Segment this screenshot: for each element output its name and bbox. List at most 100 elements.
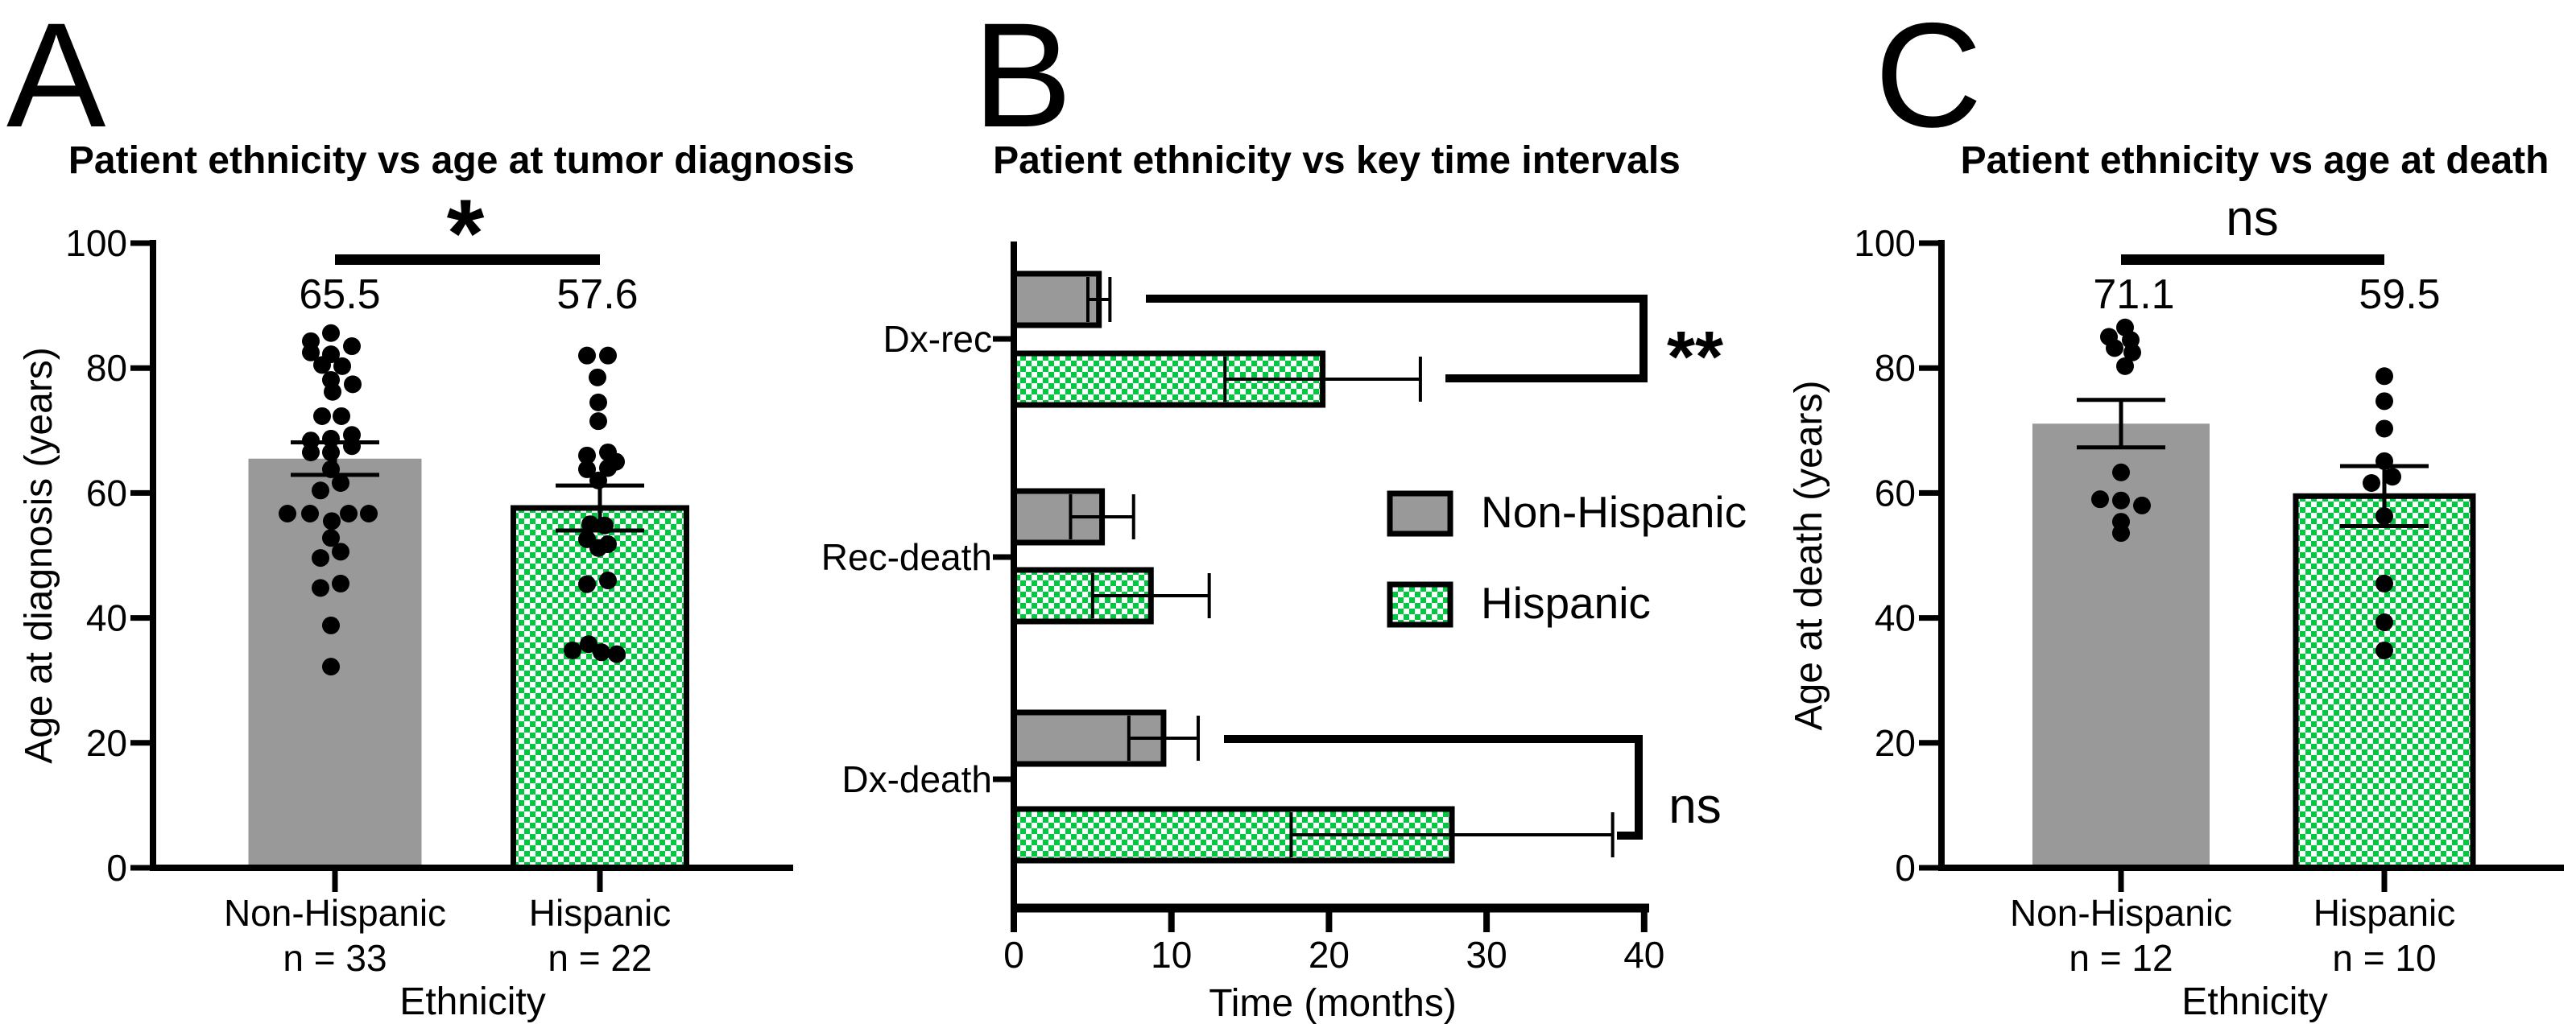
panel-a-data-point [599,572,617,590]
panel-b-sig-bracket-dx-rec [1146,295,1648,382]
panel-c-x-axis-title: Ethnicity [2181,981,2327,1023]
panel-c-letter: C [1875,0,1983,159]
panel-a-letter: A [6,0,106,159]
panel-a-category-label: Non-Hispanic [224,892,446,934]
panel-a-data-point [589,393,607,411]
panel-c-y-tick-label: 0 [1895,847,1916,889]
panel-c-data-point [2133,496,2151,514]
panel-b-category-label: Dx-death [841,758,992,800]
panel-a-data-point [333,407,350,425]
panel-a-data-point [343,337,361,356]
panel-c-bar-hispanic [2293,493,2476,871]
panel-b-sig-label-dx-death: ns [1668,778,1721,834]
panel-b-bar-non-hispanic-dx-rec [1011,270,1102,328]
panel-b-x-tick-label: 20 [1309,934,1350,976]
panel-a-data-point [313,356,331,374]
panel-c-data-point [2375,367,2393,386]
panel-a-data-point [578,446,596,464]
panel-a-mean-label: 65.5 [299,271,380,318]
panel-a-y-axis-title: Age at diagnosis (years) [18,347,60,764]
panel-b-letter: B [973,0,1073,159]
panel-a-data-point [599,459,617,477]
panel-c-data-point [2384,468,2401,486]
panel-a-data-point [322,443,340,461]
panel-a-data-point [301,505,319,523]
panel-a-data-point [279,505,296,523]
panel-b-sig-bracket-dx-death [1224,735,1643,840]
panel-c-sig-bar [2121,254,2384,265]
panel-c-mean-label: 59.5 [2359,271,2440,318]
panel-a-data-point [599,346,617,365]
panel-a-data-point [324,382,341,401]
panel-a-y-tick-label: 100 [65,222,127,264]
panel-b-category-label: Rec-death [821,536,992,578]
panel-b-sig-label-dx-rec: ** [1667,317,1723,398]
panel-a-data-point [589,539,607,557]
panel-a-data-point [332,543,349,561]
panel-a-data-point [578,460,596,478]
panel-b-x-tick-label: 10 [1151,934,1192,976]
panel-c-data-point [2116,357,2134,375]
panel-c-data-point [2363,473,2380,492]
panel-b-x-tick-label: 30 [1466,934,1507,976]
panel-b-legend-swatch-hispanic [1387,581,1453,628]
panel-a-data-point [340,505,358,523]
panel-a-data-point [322,616,340,634]
panel-a-data-point [322,429,340,448]
panel-c-data-point [2375,419,2393,438]
panel-c-sig-label: ns [2226,191,2278,246]
panel-a-data-point [344,375,362,394]
panel-c-category-label: Hispanic [2313,892,2455,934]
panel-c-n-label: n = 12 [2069,937,2173,979]
panel-a-data-point [302,343,320,361]
panel-b-bar-non-hispanic-rec-death [1011,488,1106,546]
panel-a-data-point [322,658,340,676]
panel-c-data-point [2375,507,2393,526]
panel-b-x-axis-title: Time (months) [1209,982,1457,1025]
panel-c-data-point [2112,491,2130,510]
panel-a-y-tick-label: 0 [106,847,127,889]
panel-c-n-label: n = 10 [2332,937,2436,979]
panel-c-data-point [2112,463,2130,481]
panel-c-y-tick-label: 100 [1854,222,1916,264]
panel-c-y-tick-label: 40 [1875,597,1916,639]
panel-a-data-point [596,516,614,535]
panel-b-category-label: Dx-rec [883,318,992,360]
panel-a-sig-bar [335,254,600,265]
panel-a-y-tick-label: 80 [86,347,127,389]
panel-b-x-tick-label: 40 [1623,934,1664,976]
panel-c-data-point [2091,490,2109,509]
panel-c-data-point [2106,339,2123,357]
panel-a-data-point [589,471,607,489]
panel-a-data-point [608,645,626,663]
panel-c-bar-non-hispanic [2032,423,2210,868]
panel-a-data-point [578,346,596,365]
panel-a-n-label: n = 33 [283,937,387,979]
panel-a-y-tick-label: 40 [86,597,127,639]
panel-a-data-point [580,635,597,654]
panel-a-y-tick-label: 20 [86,722,127,764]
panel-a-data-point [589,368,606,386]
panel-c-data-point [2375,574,2393,592]
panel-a-data-point [578,575,596,593]
panel-a-data-point [564,641,581,659]
panel-c-y-tick-label: 60 [1875,472,1916,514]
panel-a-n-label: n = 22 [548,937,651,979]
panel-a-data-point [302,443,320,461]
panel-c-data-point [2375,452,2393,470]
panel-b-legend-label: Non-Hispanic [1481,487,1747,537]
panel-a-data-point [313,407,331,425]
panel-c-data-point [2123,343,2141,361]
panel-c-category-label: Non-Hispanic [2010,892,2232,934]
panel-c-data-point [2112,524,2130,543]
panel-a-data-point [322,460,340,478]
panel-a-data-point [360,505,378,523]
panel-c-data-point [2375,641,2393,659]
panel-a-title: Patient ethnicity vs age at tumor diagno… [68,139,855,182]
panel-b-x-tick-label: 0 [1003,934,1024,976]
panel-a-data-point [332,574,349,592]
panel-a-data-point [323,512,341,531]
panel-a-data-point [322,529,340,547]
